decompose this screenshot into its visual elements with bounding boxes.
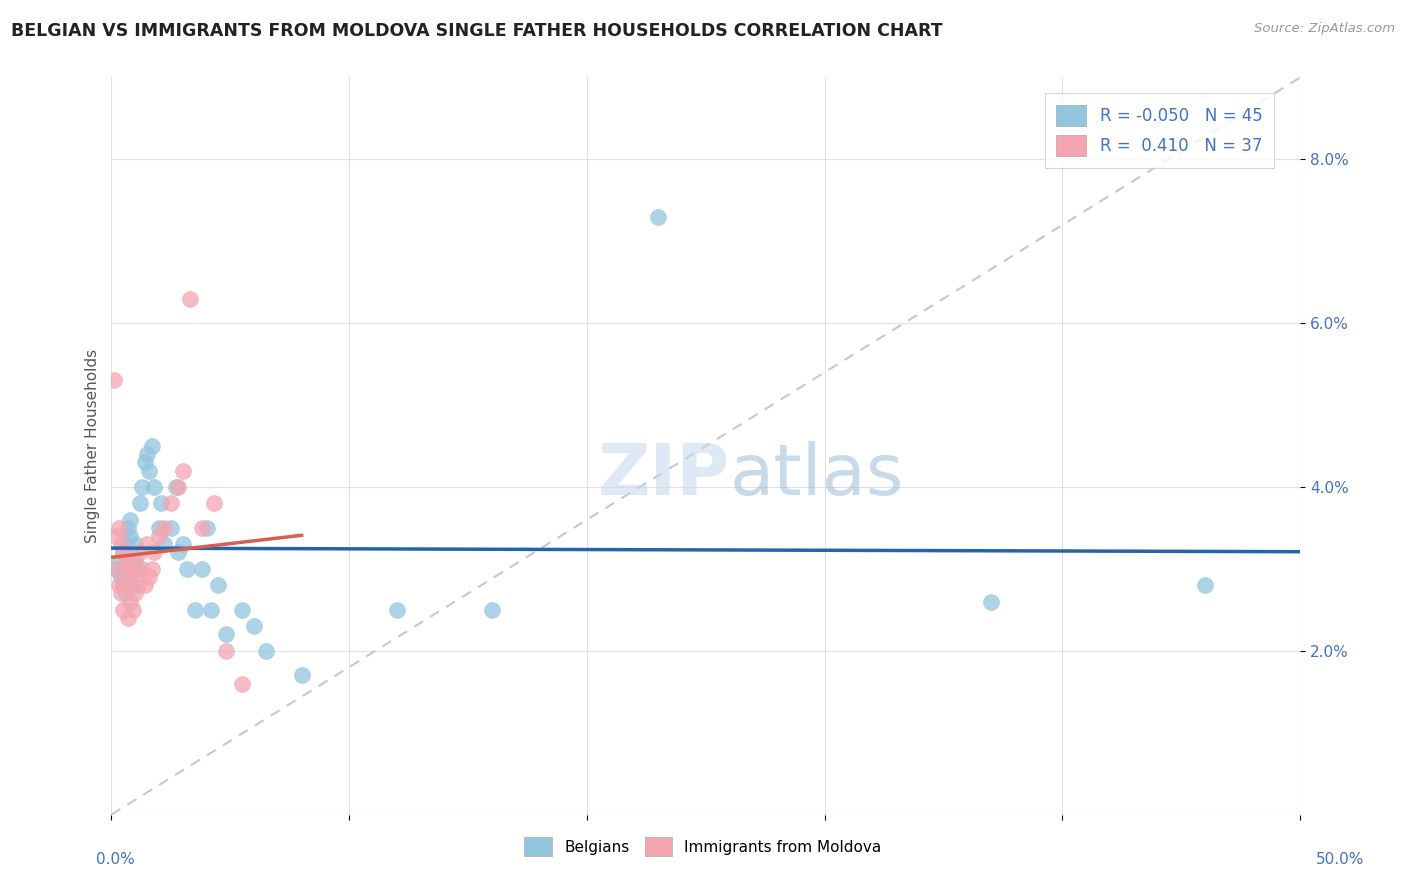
Point (165, 480, 187, 494)
Point (103, 374, 125, 388)
Point (231, 676, 253, 690)
Point (121, 554, 143, 568)
Point (143, 480, 166, 494)
Point (141, 439, 163, 453)
Point (131, 562, 153, 576)
Point (110, 570, 132, 584)
Point (195, 521, 218, 535)
Point (112, 545, 135, 559)
Point (124, 562, 146, 576)
Point (152, 537, 174, 551)
Point (160, 521, 183, 535)
Point (134, 455, 156, 469)
Point (254, 644, 277, 658)
Point (110, 537, 132, 551)
Point (148, 529, 170, 543)
Point (980, 594, 1002, 608)
Point (121, 603, 143, 617)
Point (110, 586, 132, 600)
Point (107, 578, 129, 592)
Point (179, 292, 201, 306)
Point (105, 529, 128, 543)
Point (291, 668, 314, 682)
Point (112, 545, 135, 559)
Point (114, 537, 136, 551)
Point (129, 545, 152, 559)
Point (148, 521, 170, 535)
Point (129, 496, 152, 510)
Point (114, 554, 136, 568)
Point (190, 562, 212, 576)
Point (127, 578, 149, 592)
Point (117, 611, 139, 625)
Legend: R = -0.050   N = 45, R =  0.410   N = 37: R = -0.050 N = 45, R = 0.410 N = 37 (1045, 93, 1274, 168)
Point (243, 619, 266, 633)
Point (127, 562, 149, 576)
Point (176, 562, 198, 576)
Legend: Belgians, Immigrants from Moldova: Belgians, Immigrants from Moldova (519, 831, 887, 862)
Point (172, 537, 194, 551)
Text: 50.0%: 50.0% (1316, 852, 1364, 867)
Point (131, 480, 153, 494)
Point (167, 480, 190, 494)
Point (117, 562, 139, 576)
Point (214, 627, 236, 641)
Point (105, 562, 128, 576)
Point (647, 210, 669, 224)
Point (121, 578, 143, 592)
Text: Source: ZipAtlas.com: Source: ZipAtlas.com (1254, 22, 1395, 36)
Point (138, 570, 160, 584)
Point (138, 464, 160, 478)
Point (152, 521, 174, 535)
Point (112, 578, 135, 592)
Point (150, 496, 173, 510)
Point (183, 603, 205, 617)
Point (114, 586, 136, 600)
Point (120, 562, 142, 576)
Text: ZIP: ZIP (598, 441, 730, 510)
Text: BELGIAN VS IMMIGRANTS FROM MOLDOVA SINGLE FATHER HOUSEHOLDS CORRELATION CHART: BELGIAN VS IMMIGRANTS FROM MOLDOVA SINGL… (11, 22, 943, 40)
Point (112, 603, 135, 617)
Text: atlas: atlas (730, 441, 904, 510)
Point (200, 603, 222, 617)
Point (136, 537, 159, 551)
Point (160, 496, 183, 510)
Point (141, 562, 163, 576)
Point (167, 545, 190, 559)
Point (202, 496, 225, 510)
Point (172, 464, 194, 478)
Point (207, 578, 229, 592)
Point (143, 545, 166, 559)
Point (134, 578, 156, 592)
Point (120, 513, 142, 527)
Point (117, 570, 139, 584)
Point (105, 562, 128, 576)
Point (385, 603, 408, 617)
Point (114, 578, 136, 592)
Y-axis label: Single Father Households: Single Father Households (86, 349, 100, 543)
Point (481, 603, 503, 617)
Point (124, 537, 146, 551)
Point (136, 447, 159, 461)
Text: 0.0%: 0.0% (96, 852, 135, 867)
Point (124, 554, 146, 568)
Point (120, 594, 142, 608)
Point (107, 554, 129, 568)
Point (107, 521, 129, 535)
Point (117, 521, 139, 535)
Point (120, 529, 142, 543)
Point (1194, 578, 1216, 592)
Point (124, 586, 146, 600)
Point (231, 603, 253, 617)
Point (190, 521, 212, 535)
Point (214, 644, 236, 658)
